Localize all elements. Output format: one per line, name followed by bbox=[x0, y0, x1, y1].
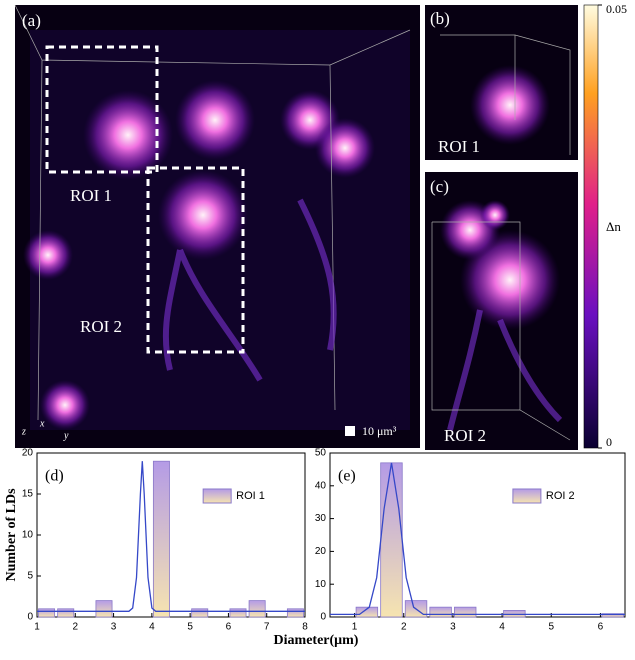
colorbar-tick-label: 0 bbox=[606, 435, 612, 449]
fit-curve bbox=[37, 461, 305, 612]
bar bbox=[503, 610, 526, 618]
axis-letter: x bbox=[39, 418, 45, 429]
panel-label: (b) bbox=[430, 9, 450, 28]
fit-curve bbox=[330, 462, 625, 616]
bar bbox=[429, 606, 452, 618]
colorbar-tick-label: 0.05 bbox=[606, 2, 627, 16]
legend-label: ROI 1 bbox=[236, 490, 265, 502]
bar bbox=[355, 606, 379, 618]
bar bbox=[57, 608, 75, 618]
x-tick-label: 2 bbox=[401, 622, 407, 633]
y-tick-label: 0 bbox=[320, 612, 326, 623]
bar bbox=[152, 460, 170, 618]
y-tick-label: 15 bbox=[22, 489, 34, 500]
panel-b-image: (b) ROI 1 bbox=[425, 5, 578, 160]
bar bbox=[601, 613, 624, 618]
x-tick-label: 1 bbox=[352, 622, 358, 633]
x-tick-label: 2 bbox=[73, 622, 79, 633]
legend-swatch bbox=[202, 488, 232, 504]
legend-swatch bbox=[512, 488, 542, 504]
roi-label: ROI 1 bbox=[438, 137, 480, 156]
roi-label: ROI 1 bbox=[70, 186, 112, 205]
roi-label: ROI 2 bbox=[444, 426, 486, 445]
bar bbox=[38, 608, 56, 618]
roi-label: ROI 2 bbox=[80, 317, 122, 336]
y-tick-label: 5 bbox=[27, 571, 33, 582]
x-tick-label: 8 bbox=[302, 622, 308, 633]
plot-frame bbox=[329, 452, 626, 618]
bar bbox=[380, 462, 403, 618]
x-axis-label: Diameter(μm) bbox=[274, 633, 359, 648]
bar bbox=[95, 600, 113, 618]
axis-letter: y bbox=[63, 430, 69, 441]
y-tick-label: 10 bbox=[315, 579, 327, 590]
legend-label: ROI 2 bbox=[546, 490, 575, 502]
scale-label: 10 μm³ bbox=[362, 424, 397, 438]
bar bbox=[248, 600, 266, 618]
colorbar bbox=[583, 4, 599, 449]
panel-label: (d) bbox=[45, 468, 64, 485]
x-tick-label: 4 bbox=[499, 622, 505, 633]
x-tick-label: 5 bbox=[187, 622, 193, 633]
bar bbox=[229, 608, 247, 618]
y-tick-label: 10 bbox=[22, 530, 34, 541]
panel-label: (e) bbox=[338, 468, 356, 485]
colorbar-label: Δn bbox=[606, 219, 621, 234]
y-tick-label: 50 bbox=[315, 448, 327, 459]
x-tick-label: 7 bbox=[264, 622, 270, 633]
x-tick-label: 5 bbox=[548, 622, 554, 633]
panel-a-image: (a) ROI 1 ROI 2 z x y 10 μm³ bbox=[14, 4, 420, 448]
x-tick-label: 3 bbox=[111, 622, 117, 633]
bar bbox=[191, 608, 209, 618]
axis-letter: z bbox=[21, 426, 26, 437]
x-tick-label: 6 bbox=[598, 622, 604, 633]
y-tick-label: 20 bbox=[315, 546, 327, 557]
x-tick-label: 6 bbox=[226, 622, 232, 633]
bar bbox=[454, 606, 477, 618]
x-tick-label: 1 bbox=[34, 622, 40, 633]
y-tick-label: 0 bbox=[27, 612, 33, 623]
x-tick-label: 4 bbox=[149, 622, 155, 633]
panel-label: (a) bbox=[22, 11, 41, 30]
y-tick-label: 40 bbox=[315, 480, 327, 491]
plot-frame bbox=[36, 452, 306, 618]
y-tick-label: 20 bbox=[22, 448, 34, 459]
panel-c-image: (c) ROI 2 bbox=[425, 172, 578, 450]
y-axis-label: Number of LDs bbox=[4, 488, 19, 582]
bar bbox=[286, 608, 304, 618]
x-tick-label: 3 bbox=[450, 622, 456, 633]
panel-label: (c) bbox=[430, 177, 449, 196]
y-tick-label: 30 bbox=[315, 513, 327, 524]
